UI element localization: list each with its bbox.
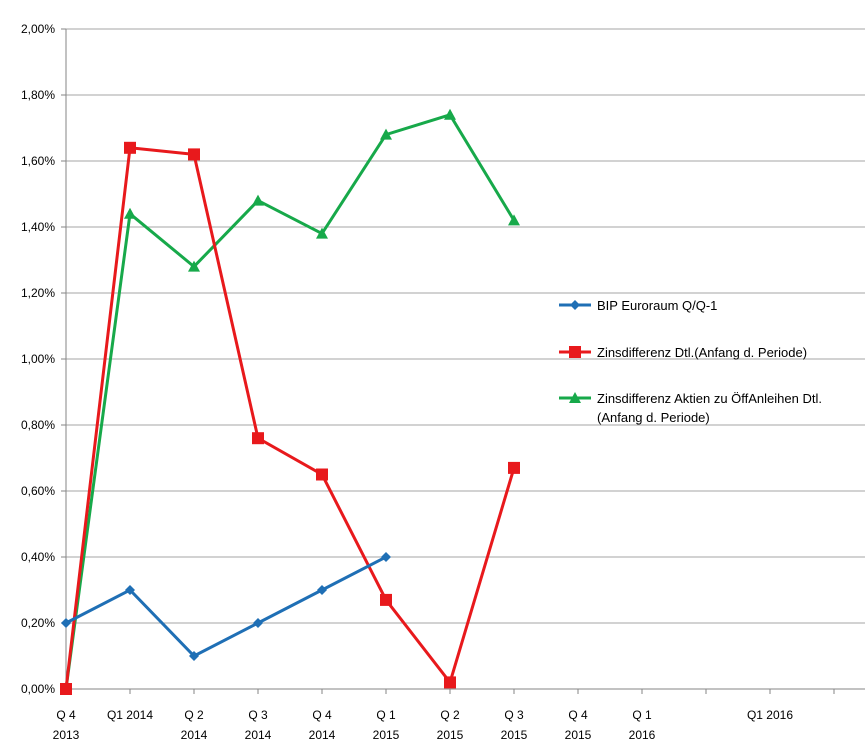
legend-label: Zinsdifferenz Aktien zu ÖffAnleihen Dtl. — [597, 391, 822, 406]
x-tick-label: 2015 — [373, 728, 400, 742]
x-tick-label: 2014 — [309, 728, 336, 742]
data-point — [380, 128, 392, 140]
data-point — [444, 108, 456, 120]
series-2 — [60, 141, 520, 695]
x-tick-label: Q 1 — [376, 708, 396, 722]
data-point — [253, 618, 263, 628]
x-axis-tick-labels: Q 4 2013 Q1 2014 Q 2 2014 Q 3 2014 Q 4 2014 Q 1 20… — [53, 708, 794, 742]
y-tick-label: 0,40% — [21, 550, 55, 564]
legend-item: Zinsdifferenz Dtl.(Anfang d. Periode) — [559, 345, 807, 360]
y-tick-label: 1,40% — [21, 220, 55, 234]
gridlines — [66, 28, 865, 624]
y-tick-label: 1,00% — [21, 352, 55, 366]
y-tick-label: 1,60% — [21, 154, 55, 168]
legend-item: BIP Euroraum Q/Q-1 — [559, 298, 717, 313]
series-group — [60, 108, 520, 695]
x-tick-label: Q1 2016 — [747, 708, 793, 722]
legend: BIP Euroraum Q/Q-1 Zinsdifferenz Dtl.(Anf… — [559, 298, 822, 425]
y-tick-label: 0,00% — [21, 682, 55, 696]
legend-marker — [569, 392, 581, 403]
legend-marker — [570, 300, 580, 310]
x-tick-label: 2015 — [501, 728, 528, 742]
x-tick-label: 2015 — [437, 728, 464, 742]
y-axis-tick-labels: 0,00% 0,20% 0,40% 0,60% 0,80% 1,00% 1,20% 1,40%… — [21, 22, 55, 696]
y-tick-label: 0,80% — [21, 418, 55, 432]
legend-label: BIP Euroraum Q/Q-1 — [597, 298, 717, 313]
x-tick-label: Q 4 — [568, 708, 588, 722]
y-tick-label: 2,00% — [21, 22, 55, 36]
x-tick-label: 2016 — [629, 728, 656, 742]
data-point — [508, 214, 520, 226]
data-point — [444, 676, 456, 689]
legend-item: Zinsdifferenz Aktien zu ÖffAnleihen Dtl.… — [559, 391, 822, 425]
legend-label: (Anfang d. Periode) — [597, 410, 710, 425]
x-tick-label: Q 1 — [632, 708, 652, 722]
series-line — [65, 555, 387, 658]
legend-label: Zinsdifferenz Dtl.(Anfang d. Periode) — [597, 345, 807, 360]
legend-marker — [569, 346, 581, 358]
y-tick-label: 0,60% — [21, 484, 55, 498]
x-tick-label: 2015 — [565, 728, 592, 742]
x-tick-label: 2014 — [181, 728, 208, 742]
y-tick-label: 0,20% — [21, 616, 55, 630]
data-point — [316, 468, 328, 481]
x-tick-label: Q 3 — [504, 708, 524, 722]
data-point — [61, 618, 71, 628]
series-1 — [61, 552, 391, 661]
data-point — [188, 148, 200, 161]
data-point — [188, 260, 200, 272]
data-point — [508, 461, 520, 474]
x-tick-label: 2013 — [53, 728, 80, 742]
data-point — [381, 552, 391, 562]
x-tick-label: 2014 — [245, 728, 272, 742]
data-point — [252, 432, 264, 445]
y-tick-label: 1,80% — [21, 88, 55, 102]
axes — [61, 28, 865, 694]
data-point — [60, 683, 72, 695]
data-point — [317, 585, 327, 595]
data-point — [380, 593, 392, 606]
series-line — [64, 113, 516, 690]
x-tick-label: Q 2 — [184, 708, 204, 722]
x-tick-label: Q1 2014 — [107, 708, 153, 722]
data-point — [125, 585, 135, 595]
data-point — [124, 207, 136, 219]
data-point — [124, 141, 136, 154]
series-line — [64, 146, 516, 690]
x-tick-label: Q 3 — [248, 708, 268, 722]
data-point — [252, 194, 264, 206]
x-tick-label: Q 4 — [312, 708, 332, 722]
data-point — [189, 651, 199, 661]
data-point — [316, 227, 328, 239]
x-tick-label: Q 4 — [56, 708, 76, 722]
y-tick-label: 1,20% — [21, 286, 55, 300]
x-tick-label: Q 2 — [440, 708, 460, 722]
